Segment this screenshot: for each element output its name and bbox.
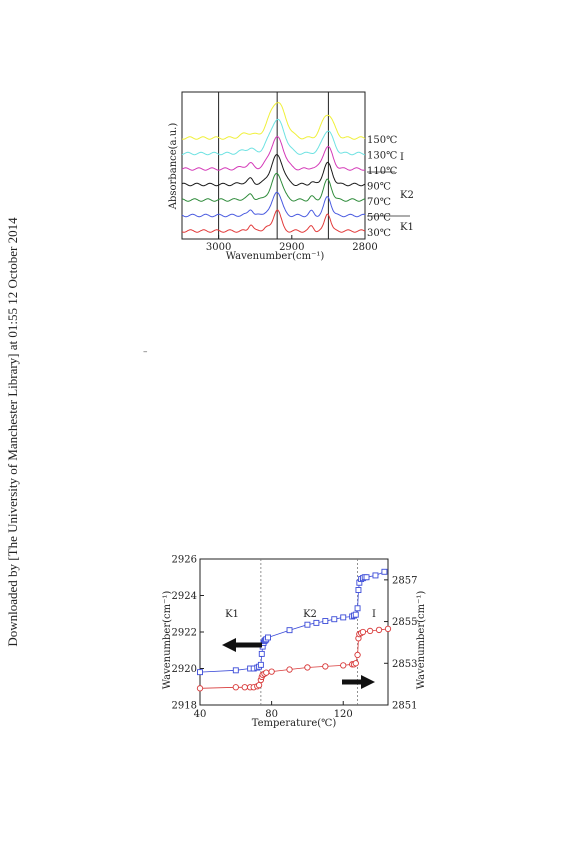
plot-frame — [181, 91, 366, 240]
data-point — [363, 574, 370, 581]
y-tick-label-left: 2922 — [172, 628, 197, 639]
data-point — [354, 605, 361, 612]
phase-label: K1 — [400, 222, 414, 233]
data-point — [196, 685, 204, 692]
data-point — [359, 628, 367, 636]
stray-mark: – — [143, 347, 148, 357]
data-point — [322, 618, 329, 624]
data-point — [197, 669, 203, 676]
data-point — [257, 661, 264, 668]
temperature-label: 110℃ — [367, 166, 397, 177]
y-axis-label: Absorbance(a.u.) — [168, 123, 179, 211]
data-point — [263, 669, 270, 676]
data-point — [286, 666, 293, 673]
y-axis-label-right: Wavenumber(cm⁻¹) — [416, 591, 427, 690]
spectrum-curve — [181, 154, 366, 187]
data-point — [352, 660, 359, 667]
data-point — [268, 668, 275, 675]
data-point — [313, 619, 320, 626]
data-point — [286, 627, 293, 634]
data-point — [372, 572, 379, 579]
temperature-label: 150℃ — [367, 135, 397, 146]
data-point — [340, 662, 347, 669]
data-point — [232, 684, 239, 691]
data-point — [340, 614, 347, 621]
y-tick-label-right: 2853 — [392, 659, 417, 670]
spectrum-curve — [181, 118, 366, 156]
y-tick-label-left: 2926 — [172, 555, 197, 566]
data-point — [331, 616, 338, 623]
phase-label: K2 — [303, 609, 317, 620]
data-point — [355, 587, 362, 593]
x-tick-label: 3000 — [206, 242, 231, 253]
data-point — [366, 627, 374, 635]
x-tick-label: 80 — [265, 709, 278, 720]
y-tick-label-left: 2918 — [172, 701, 197, 712]
data-point — [304, 664, 311, 671]
right-arrow — [342, 675, 375, 689]
phase-label: K1 — [225, 609, 239, 620]
y-tick-label-left: 2924 — [172, 591, 197, 602]
left-arrow — [222, 638, 262, 652]
y-tick-label-left: 2920 — [172, 664, 197, 675]
data-point — [304, 621, 311, 628]
x-axis-label: Wavenumber(cm⁻¹) — [226, 251, 325, 262]
data-point — [265, 634, 271, 641]
phase-label: I — [372, 609, 376, 620]
x-axis-label: Temperature(℃) — [252, 718, 337, 729]
temperature-label: 70℃ — [367, 197, 391, 208]
y-axis-label-left: Wavenumber(cm⁻¹) — [162, 591, 173, 690]
spectrum-curve — [181, 172, 366, 202]
data-point — [232, 667, 239, 674]
spectrum-curve — [181, 102, 366, 140]
temperature-label: 50℃ — [367, 213, 391, 224]
data-point — [352, 611, 359, 618]
spectrum-curve — [181, 135, 366, 171]
temperature-label: 130℃ — [367, 151, 397, 162]
x-tick-label: 40 — [194, 709, 207, 720]
data-point — [354, 651, 361, 659]
x-tick-label: 2900 — [279, 242, 304, 253]
data-point — [255, 682, 263, 689]
temperature-label: 90℃ — [367, 182, 391, 193]
spectrum-curve — [181, 209, 366, 233]
temperature-label: 30℃ — [367, 228, 391, 239]
y-tick-label-right: 2851 — [392, 701, 417, 712]
data-point — [258, 650, 265, 657]
y-tick-label-right: 2857 — [392, 575, 417, 586]
x-tick-label: 2800 — [352, 242, 377, 253]
data-point — [384, 625, 392, 633]
x-tick-label: 120 — [334, 709, 353, 720]
data-point — [241, 684, 248, 691]
data-point — [375, 626, 383, 634]
data-point — [322, 663, 329, 670]
data-point — [381, 568, 388, 575]
phase-label: I — [400, 152, 404, 163]
spectrum-curve — [181, 191, 366, 218]
y-tick-label-right: 2855 — [392, 617, 417, 628]
phase-label: K2 — [400, 190, 414, 201]
